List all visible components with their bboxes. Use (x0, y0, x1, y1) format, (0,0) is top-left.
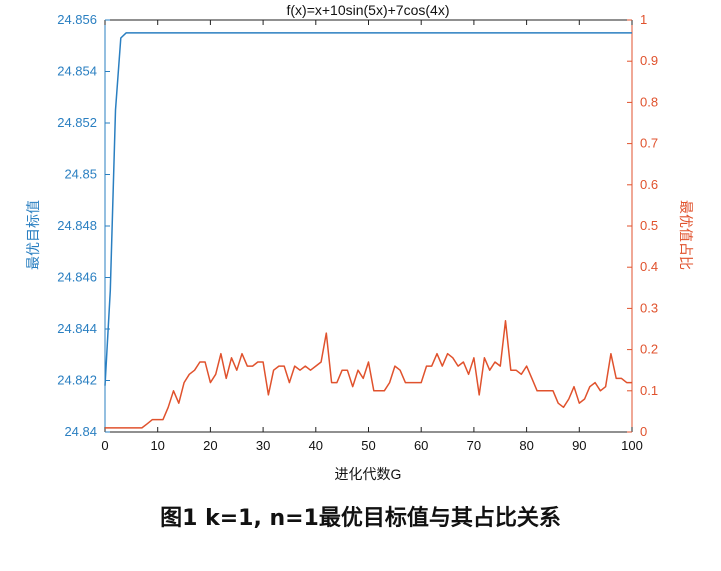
left-tick-label: 24.856 (57, 12, 97, 27)
left-tick-label: 24.842 (57, 373, 97, 388)
right-tick-label: 0 (640, 424, 647, 439)
right-tick-label: 0.5 (640, 218, 658, 233)
x-tick-label: 20 (203, 438, 217, 453)
x-tick-label: 10 (150, 438, 164, 453)
figure-caption: 图1 k=1, n=1最优目标值与其占比关系 (160, 506, 561, 531)
x-tick-label: 90 (572, 438, 586, 453)
left-axis-label: 最优目标值 (25, 200, 41, 270)
right-tick-label: 0.2 (640, 342, 658, 357)
right-tick-label: 1 (640, 12, 647, 27)
x-axis-label: 进化代数G (335, 466, 402, 482)
left-tick-label: 24.852 (57, 115, 97, 130)
right-tick-label: 0.6 (640, 177, 658, 192)
x-tick-label: 60 (414, 438, 428, 453)
right-tick-label: 0.1 (640, 383, 658, 398)
x-tick-label: 50 (361, 438, 375, 453)
right-tick-label: 0.8 (640, 94, 658, 109)
left-tick-label: 24.848 (57, 218, 97, 233)
right-axis-label: 最优值占比 (678, 200, 694, 270)
right-tick-label: 0.9 (640, 53, 658, 68)
chart-title: f(x)=x+10sin(5x)+7cos(4x) (286, 2, 449, 18)
right-tick-label: 0.3 (640, 300, 658, 315)
right-tick-label: 0.4 (640, 259, 658, 274)
x-tick-label: 0 (101, 438, 108, 453)
x-tick-label: 30 (256, 438, 270, 453)
left-tick-label: 24.85 (64, 167, 97, 182)
x-tick-label: 40 (309, 438, 323, 453)
plot-area: 0 10 20 30 40 50 60 70 80 90 10024.8424.84224.8442… (57, 12, 658, 453)
x-tick-label: 100 (621, 438, 643, 453)
left-tick-label: 24.846 (57, 270, 97, 285)
best-value-line (104, 32, 632, 386)
x-tick-label: 80 (519, 438, 533, 453)
right-tick-label: 0.7 (640, 136, 658, 151)
x-tick-label: 70 (467, 438, 481, 453)
best-ratio-line (105, 320, 632, 429)
left-tick-label: 24.844 (57, 321, 97, 336)
left-tick-label: 24.84 (64, 424, 97, 439)
left-tick-label: 24.854 (57, 64, 97, 79)
